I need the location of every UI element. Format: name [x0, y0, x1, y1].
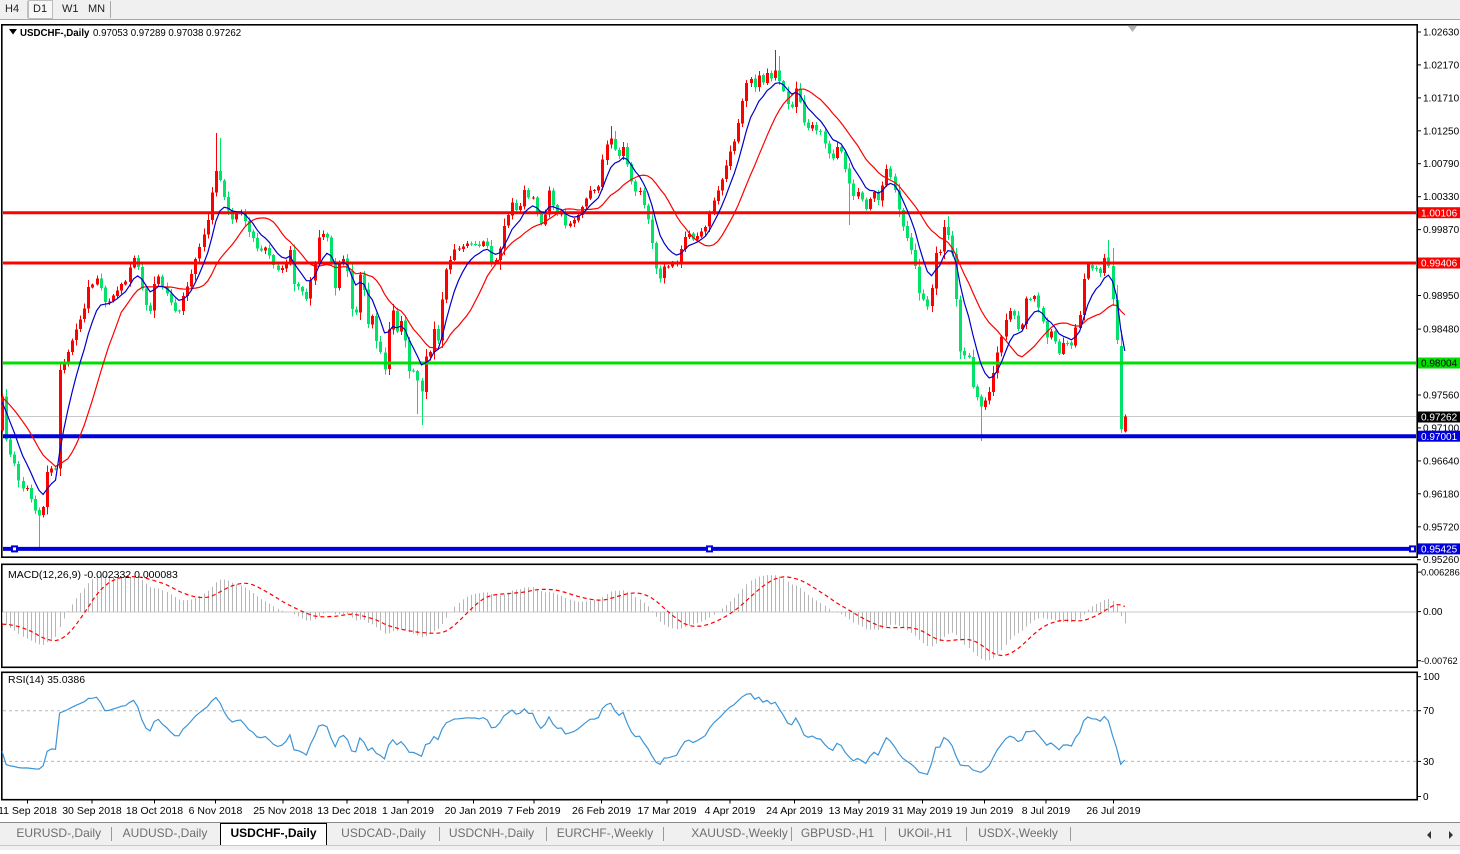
svg-text:17 Mar 2019: 17 Mar 2019 — [638, 805, 697, 817]
svg-text:4 Apr 2019: 4 Apr 2019 — [705, 805, 756, 817]
svg-text:20 Jan 2019: 20 Jan 2019 — [445, 805, 503, 817]
svg-text:0.98004: 0.98004 — [1421, 359, 1458, 370]
svg-text:18 Oct 2018: 18 Oct 2018 — [126, 805, 183, 817]
svg-text:1.01710: 1.01710 — [1423, 93, 1460, 104]
svg-text:-0.00762: -0.00762 — [1421, 656, 1458, 666]
svg-text:1.01250: 1.01250 — [1423, 126, 1460, 137]
svg-text:0.006286: 0.006286 — [1421, 568, 1460, 578]
svg-text:1.00790: 1.00790 — [1423, 159, 1460, 170]
svg-text:24 Apr 2019: 24 Apr 2019 — [766, 805, 823, 817]
svg-text:0.99870: 0.99870 — [1423, 225, 1460, 236]
svg-text:0.96180: 0.96180 — [1423, 489, 1460, 500]
svg-text:11 Sep 2018: 11 Sep 2018 — [0, 805, 57, 817]
svg-text:0.97100: 0.97100 — [1423, 423, 1460, 434]
svg-text:13 Dec 2018: 13 Dec 2018 — [317, 805, 377, 817]
svg-text:0.95425: 0.95425 — [1421, 545, 1458, 556]
svg-text:30: 30 — [1423, 757, 1435, 768]
svg-text:26 Feb 2019: 26 Feb 2019 — [572, 805, 631, 817]
svg-text:70: 70 — [1423, 706, 1435, 717]
svg-text:25 Nov 2018: 25 Nov 2018 — [253, 805, 313, 817]
svg-text:0.95260: 0.95260 — [1423, 555, 1460, 566]
svg-text:100: 100 — [1423, 672, 1440, 683]
svg-text:USDCHF-,Daily: USDCHF-,Daily — [20, 28, 90, 39]
svg-text:0.97053 0.97289 0.97038 0.9726: 0.97053 0.97289 0.97038 0.97262 — [93, 28, 241, 39]
svg-text:0.96640: 0.96640 — [1423, 456, 1460, 467]
svg-text:1.02630: 1.02630 — [1423, 28, 1460, 39]
svg-text:6 Nov 2018: 6 Nov 2018 — [189, 805, 243, 817]
svg-text:0: 0 — [1423, 792, 1429, 803]
svg-text:0.98950: 0.98950 — [1423, 291, 1460, 302]
svg-text:1.00330: 1.00330 — [1423, 192, 1460, 203]
svg-text:1 Jan 2019: 1 Jan 2019 — [382, 805, 434, 817]
svg-text:26 Jul 2019: 26 Jul 2019 — [1086, 805, 1140, 817]
svg-text:1.00106: 1.00106 — [1421, 208, 1458, 219]
svg-text:0.97262: 0.97262 — [1421, 413, 1458, 424]
svg-text:8 Jul 2019: 8 Jul 2019 — [1022, 805, 1071, 817]
svg-text:1.02170: 1.02170 — [1423, 60, 1460, 71]
svg-text:0.98480: 0.98480 — [1423, 325, 1460, 336]
svg-text:RSI(14) 35.0386: RSI(14) 35.0386 — [8, 674, 85, 686]
svg-text:13 May 2019: 13 May 2019 — [829, 805, 890, 817]
svg-text:0.00: 0.00 — [1423, 607, 1443, 618]
svg-text:31 May 2019: 31 May 2019 — [892, 805, 953, 817]
svg-text:0.99406: 0.99406 — [1421, 259, 1458, 270]
svg-text:0.95720: 0.95720 — [1423, 522, 1460, 533]
svg-text:MACD(12,26,9) -0.002332 0.0000: MACD(12,26,9) -0.002332 0.000083 — [8, 569, 178, 581]
svg-text:7 Feb 2019: 7 Feb 2019 — [507, 805, 560, 817]
svg-text:0.97001: 0.97001 — [1421, 432, 1458, 443]
svg-text:19 Jun 2019: 19 Jun 2019 — [956, 805, 1014, 817]
svg-text:0.97560: 0.97560 — [1423, 391, 1460, 402]
svg-text:30 Sep 2018: 30 Sep 2018 — [62, 805, 122, 817]
